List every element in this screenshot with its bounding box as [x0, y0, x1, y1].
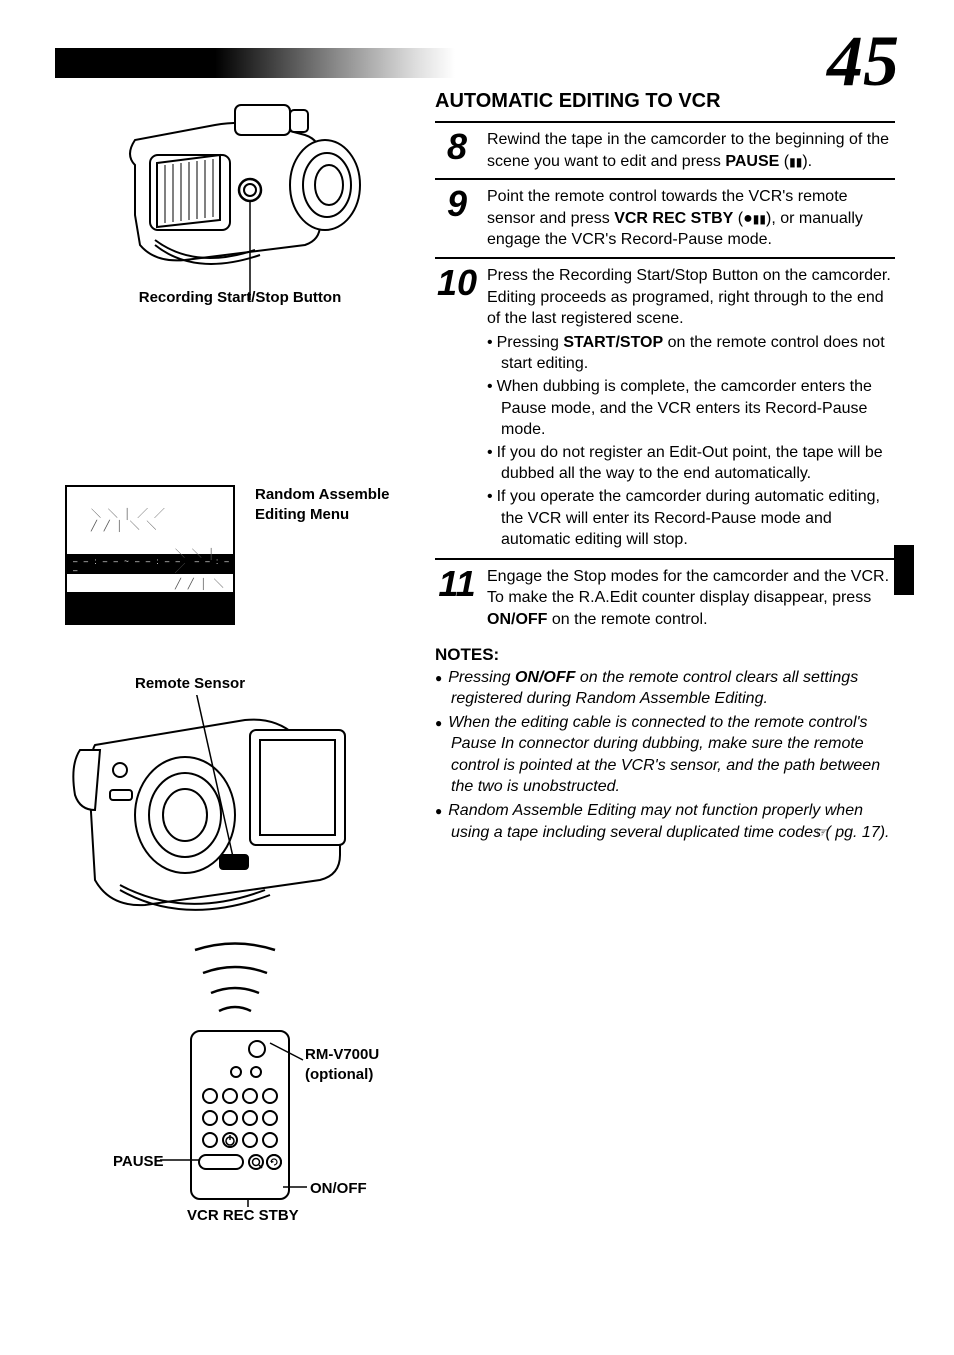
step-bullet: When dubbing is complete, the camcorder … — [487, 376, 895, 441]
step-number: 11 — [435, 566, 479, 602]
camcorder-top-illustration — [95, 95, 385, 285]
left-column: Recording Start/Stop Button ＼ ＼ │ ╱ ╱ ╱ … — [55, 95, 425, 306]
header-bar — [55, 48, 455, 78]
step-bullet: If you do not register an Edit-Out point… — [487, 442, 895, 485]
menu-label: Random Assemble Editing Menu — [255, 485, 395, 524]
step-body: Point the remote control towards the VCR… — [487, 186, 895, 251]
note-item: Random Assemble Editing may not function… — [435, 800, 895, 843]
step-rule — [435, 558, 895, 560]
step-10: 10 Press the Recording Start/Stop Button… — [435, 265, 895, 552]
step-rule — [435, 178, 895, 180]
signal-lines-icon — [185, 935, 285, 1025]
right-column: AUTOMATIC EDITING TO VCR 8 Rewind the ta… — [435, 90, 895, 845]
notes-title: NOTES: — [435, 645, 895, 665]
camcorder-bottom-illustration — [65, 695, 375, 925]
step-rule — [435, 257, 895, 259]
menu-screen-illustration: ＼ ＼ │ ╱ ╱ ╱ ╱ │ ＼ ＼ ＼ ＼ │ ╱ – – : – – ~ … — [65, 485, 235, 625]
step-number: 9 — [435, 186, 479, 222]
onoff-label: ON/OFF — [310, 1180, 367, 1197]
step-body: Engage the Stop modes for the camcorder … — [487, 566, 895, 631]
title-rule — [435, 121, 895, 123]
pause-label: PAUSE — [113, 1153, 164, 1170]
remote-control-illustration — [190, 1030, 290, 1200]
step-9: 9 Point the remote control towards the V… — [435, 186, 895, 251]
vcr-rec-stby-label: VCR REC STBY — [187, 1207, 299, 1224]
step-11: 11 Engage the Stop modes for the camcord… — [435, 566, 895, 631]
note-item: Pressing ON/OFF on the remote control cl… — [435, 667, 895, 710]
section-title: AUTOMATIC EDITING TO VCR — [435, 90, 895, 113]
step-body: Rewind the tape in the camcorder to the … — [487, 129, 895, 172]
note-item: When the editing cable is connected to t… — [435, 712, 895, 798]
notes-list: Pressing ON/OFF on the remote control cl… — [435, 667, 895, 844]
remote-sensor-label: Remote Sensor — [135, 675, 245, 692]
step-8: 8 Rewind the tape in the camcorder to th… — [435, 129, 895, 172]
step-body: Press the Recording Start/Stop Button on… — [487, 265, 895, 552]
step-bullet: Pressing START/STOP on the remote contro… — [487, 332, 895, 375]
step-number: 8 — [435, 129, 479, 165]
step-bullet: If you operate the camcorder during auto… — [487, 486, 895, 551]
side-tab — [894, 545, 914, 595]
rmv-label: RM-V700U (optional) — [305, 1045, 379, 1084]
step-number: 10 — [435, 265, 479, 301]
